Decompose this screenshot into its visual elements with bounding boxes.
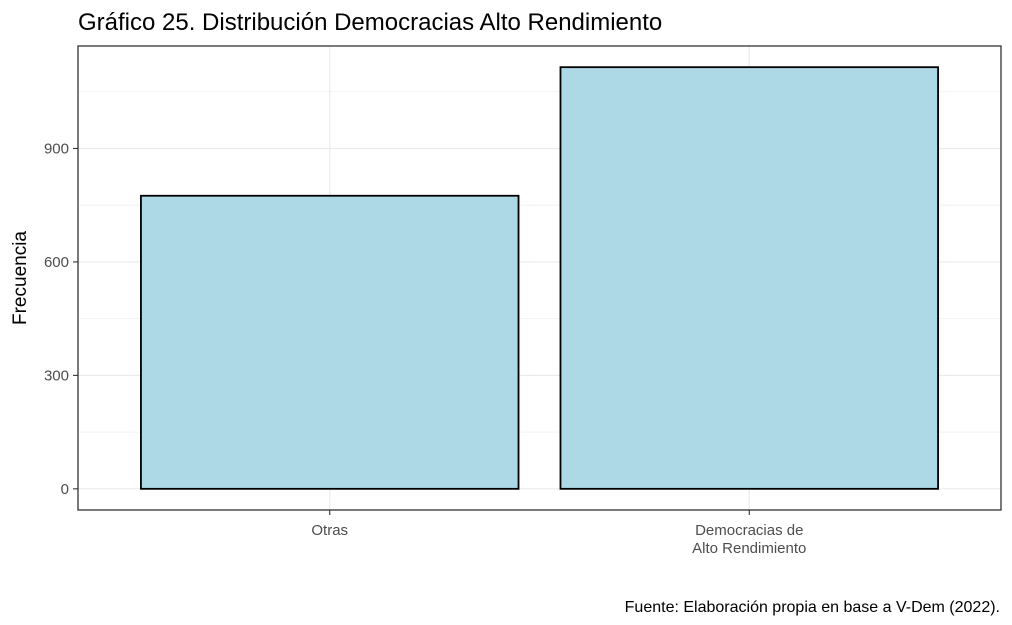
y-tick-label: 0 [61, 481, 69, 498]
chart-title: Gráfico 25. Distribución Democracias Alt… [78, 9, 662, 36]
y-axis: 0 300 600 900 [44, 140, 78, 498]
bar [140, 194, 520, 490]
plot-panel-border [77, 45, 1002, 511]
x-axis: Otras Democracias de Alto Rendimiento [311, 510, 806, 557]
y-axis-label: Frecuencia [10, 231, 31, 325]
y-tick-label: 300 [44, 367, 69, 384]
bar [559, 66, 939, 490]
y-tick-label: 600 [44, 254, 69, 271]
source-caption: Fuente: Elaboración propia en base a V-D… [625, 599, 1000, 616]
x-tick-label: Otras [311, 522, 348, 539]
bars [140, 66, 939, 490]
y-tick-label: 900 [44, 140, 69, 157]
x-tick-label: Democracias de Alto Rendimiento [692, 522, 806, 557]
